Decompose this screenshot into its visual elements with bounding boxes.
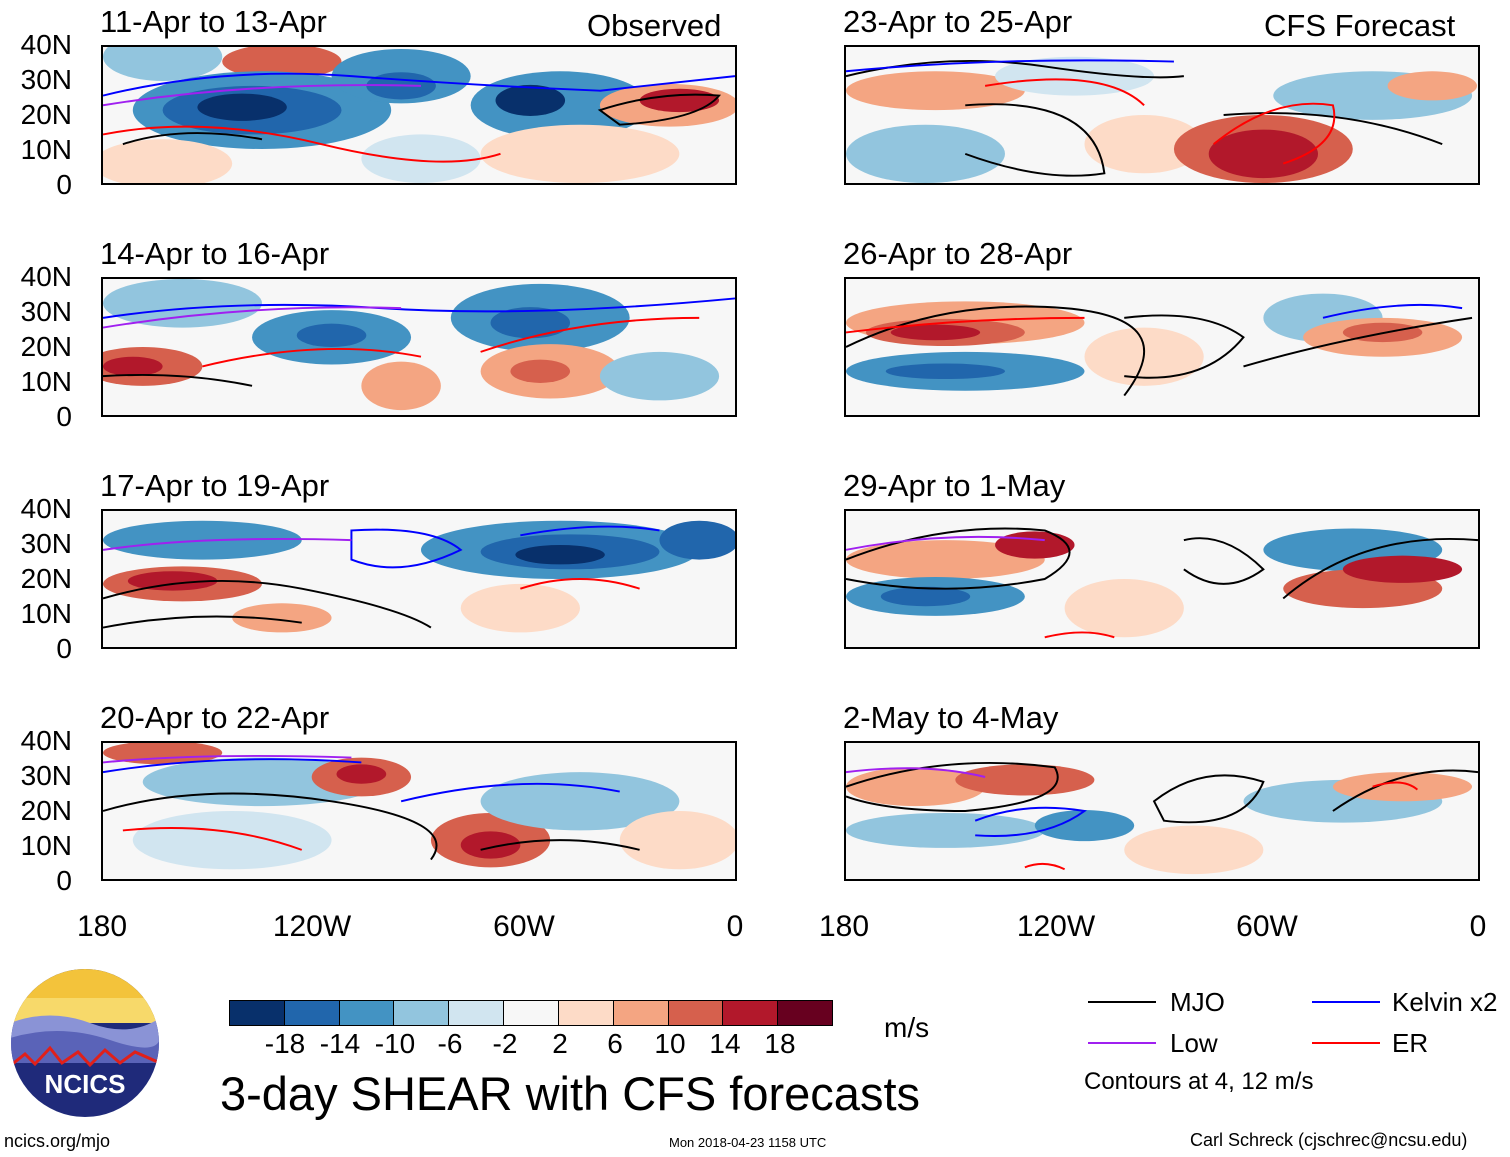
y-label-10n: 10N [20, 134, 72, 165]
observed-label: Observed [587, 8, 722, 43]
x-label-0: 0 [726, 910, 744, 943]
y-label-0: 0 [56, 633, 72, 664]
legend-label-er: ER [1392, 1028, 1429, 1058]
footer-url[interactable]: ncics.org/mjo [4, 1131, 111, 1151]
colorbar-swatch [668, 1001, 724, 1025]
footer-credit: Carl Schreck (cjschrec@ncsu.edu) [1190, 1130, 1468, 1150]
panel-title-2: 14-Apr to 16-Apr [100, 236, 330, 271]
colorbar-swatch [230, 1001, 285, 1025]
shear-map-panel-2 [101, 277, 737, 417]
colorbar-swatch [284, 1001, 340, 1025]
panel-title-1: 11-Apr to 13-Apr [100, 4, 327, 39]
main-title: 3-day SHEAR with CFS forecasts [220, 1067, 920, 1120]
shear-map-panel-5 [844, 45, 1480, 185]
y-label-0: 0 [56, 401, 72, 432]
colorbar-label: -18 [264, 1028, 306, 1059]
panel-title-5: 23-Apr to 25-Apr [843, 4, 1073, 39]
colorbar-label: -10 [374, 1028, 416, 1059]
colorbar-swatch [504, 1001, 559, 1025]
shear-map-panel-7 [844, 509, 1480, 649]
y-label-30n: 30N [20, 528, 72, 559]
colorbar-label: 14 [709, 1028, 741, 1059]
legend-label-mjo: MJO [1170, 987, 1225, 1017]
colorbar-label: 10 [654, 1028, 686, 1059]
panel-title-3: 17-Apr to 19-Apr [100, 468, 330, 503]
shear-map-panel-3 [101, 509, 737, 649]
colorbar-swatch [613, 1001, 669, 1025]
colorbar-label: 6 [607, 1028, 623, 1059]
x-label-120w: 120W [272, 910, 352, 943]
legend-line-er [1312, 1042, 1380, 1044]
y-label-40n: 40N [20, 29, 72, 60]
y-label-20n: 20N [20, 563, 72, 594]
y-label-20n: 20N [20, 331, 72, 362]
colorbar-units: m/s [884, 1012, 930, 1043]
panel-title-8: 2-May to 4-May [843, 700, 1059, 735]
y-label-10n: 10N [20, 366, 72, 397]
shear-map-panel-1 [101, 45, 737, 185]
x-label-120w: 120W [1016, 910, 1096, 943]
x-label-0: 0 [1469, 910, 1487, 943]
shear-map-panel-4 [101, 741, 737, 881]
x-label-60w: 60W [493, 910, 555, 943]
colorbar-label: -2 [492, 1028, 518, 1059]
y-label-40n: 40N [20, 261, 72, 292]
colorbar-label: -6 [437, 1028, 463, 1059]
contour-note: Contours at 4, 12 m/s [1084, 1068, 1314, 1095]
panel-title-7: 29-Apr to 1-May [843, 468, 1066, 503]
y-label-0: 0 [56, 169, 72, 200]
y-label-30n: 30N [20, 64, 72, 95]
colorbar-label: 2 [552, 1028, 568, 1059]
shear-map-panel-6 [844, 277, 1480, 417]
y-label-40n: 40N [20, 725, 72, 756]
legend-line-low [1088, 1042, 1156, 1044]
footer-timestamp: Mon 2018-04-23 1158 UTC [669, 1135, 827, 1150]
x-label-180: 180 [76, 910, 128, 943]
colorbar-swatch [723, 1001, 779, 1025]
colorbar-swatch [394, 1001, 450, 1025]
y-label-20n: 20N [20, 99, 72, 130]
colorbar-swatch [339, 1001, 395, 1025]
forecast-label: CFS Forecast [1264, 8, 1456, 43]
y-label-10n: 10N [20, 598, 72, 629]
y-label-0: 0 [56, 865, 72, 896]
colorbar-swatch [449, 1001, 505, 1025]
y-label-30n: 30N [20, 760, 72, 791]
panel-title-6: 26-Apr to 28-Apr [843, 236, 1073, 271]
legend-label-kelvin: Kelvin x2 [1392, 987, 1498, 1017]
colorbar-label: -14 [319, 1028, 361, 1059]
legend-label-low: Low [1170, 1028, 1218, 1058]
colorbar-swatch [778, 1001, 832, 1025]
y-label-30n: 30N [20, 296, 72, 327]
colorbar-label: 18 [764, 1028, 796, 1059]
y-label-20n: 20N [20, 795, 72, 826]
legend-line-kelvin [1312, 1001, 1380, 1003]
x-label-180: 180 [818, 910, 870, 943]
legend-line-mjo [1088, 1001, 1156, 1003]
logo-text: NCICS [45, 1069, 126, 1099]
panel-title-4: 20-Apr to 22-Apr [100, 700, 330, 735]
colorbar-swatch [558, 1001, 614, 1025]
colorbar [229, 1000, 833, 1026]
y-label-40n: 40N [20, 493, 72, 524]
y-label-10n: 10N [20, 830, 72, 861]
ncics-logo: NCICS [10, 968, 160, 1118]
shear-map-panel-8 [844, 741, 1480, 881]
x-label-60w: 60W [1236, 910, 1298, 943]
